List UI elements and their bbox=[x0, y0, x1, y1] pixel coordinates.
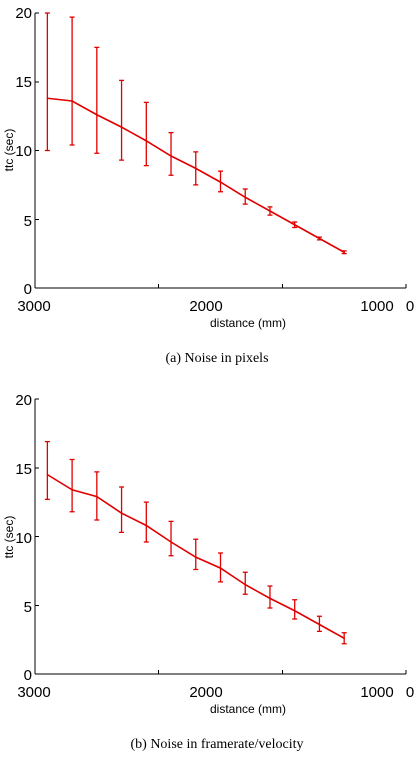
chart-b-xtick-3: 0 bbox=[406, 684, 414, 701]
chart-b-xlabel: distance (mm) bbox=[210, 702, 286, 716]
chart-a-point-12 bbox=[343, 251, 345, 254]
chart-b-xtick-1: 2000 bbox=[189, 684, 222, 701]
chart-b-caption: (b) Noise in framerate/velocity bbox=[131, 737, 304, 752]
chart-a-xlabel: distance (mm) bbox=[210, 316, 286, 330]
chart-a-ylabel: ttc (sec) bbox=[2, 129, 16, 172]
chart-b-point-2 bbox=[96, 495, 98, 498]
chart-b-point-5 bbox=[170, 541, 172, 543]
chart-a-xtick-2: 1000 bbox=[360, 298, 393, 315]
chart-a-point-6 bbox=[194, 167, 197, 170]
chart-a-point-4 bbox=[145, 140, 148, 142]
chart-a-caption: (a) Noise in pixels bbox=[165, 351, 268, 366]
chart-b-xtick-2: 1000 bbox=[360, 684, 393, 701]
chart-a-ytick-2: 10 bbox=[15, 143, 32, 160]
chart-a-point-9 bbox=[269, 210, 271, 212]
chart-a-ytick-3: 15 bbox=[15, 74, 32, 91]
chart-a-point-11 bbox=[318, 237, 321, 240]
chart-b-xtick-0: 3000 bbox=[17, 684, 50, 701]
chart-a-point-0 bbox=[46, 97, 49, 100]
chart-b-ytick-2: 10 bbox=[15, 530, 32, 547]
chart-a-point-2 bbox=[96, 113, 98, 116]
chart-b-ytick-4: 20 bbox=[15, 392, 32, 409]
chart-b-point-12 bbox=[343, 637, 345, 640]
chart-a-xtick-1: 2000 bbox=[189, 298, 222, 315]
chart-a-point-8 bbox=[244, 196, 247, 199]
chart-b-point-7 bbox=[219, 567, 222, 569]
chart-b-point-8 bbox=[244, 583, 247, 586]
chart-a-point-1 bbox=[71, 100, 73, 102]
chart-a-xtick-3: 0 bbox=[406, 298, 414, 315]
chart-b-point-10 bbox=[293, 609, 296, 612]
chart-a-ytick-0: 0 bbox=[24, 281, 32, 298]
chart-a-ytick-4: 20 bbox=[15, 5, 32, 22]
chart-b-ylabel: ttc (sec) bbox=[2, 516, 16, 559]
chart-b-point-4 bbox=[145, 524, 148, 527]
chart-b-point-3 bbox=[120, 512, 123, 514]
chart-b-point-11 bbox=[318, 623, 321, 626]
chart-b-ytick-0: 0 bbox=[24, 667, 32, 684]
chart-a-xtick-0: 3000 bbox=[17, 298, 50, 315]
chart-b-point-9 bbox=[269, 597, 271, 600]
chart-a-point-7 bbox=[219, 181, 222, 183]
chart-b-point-1 bbox=[71, 488, 73, 491]
chart-a-ytick-1: 5 bbox=[24, 213, 32, 230]
chart-a-point-10 bbox=[293, 223, 296, 226]
chart-b-point-6 bbox=[194, 556, 197, 558]
chart-b-ytick-3: 15 bbox=[15, 461, 32, 478]
chart-a: 3000 2000 1000 0 0 5 10 15 20 distance (… bbox=[2, 5, 414, 366]
chart-b: 3000 2000 1000 0 0 5 10 15 20 distance (… bbox=[2, 392, 414, 752]
chart-a-point-3 bbox=[120, 126, 123, 128]
chart-b-ytick-1: 5 bbox=[24, 599, 32, 616]
chart-a-point-5 bbox=[170, 155, 172, 157]
chart-b-point-0 bbox=[46, 473, 49, 476]
